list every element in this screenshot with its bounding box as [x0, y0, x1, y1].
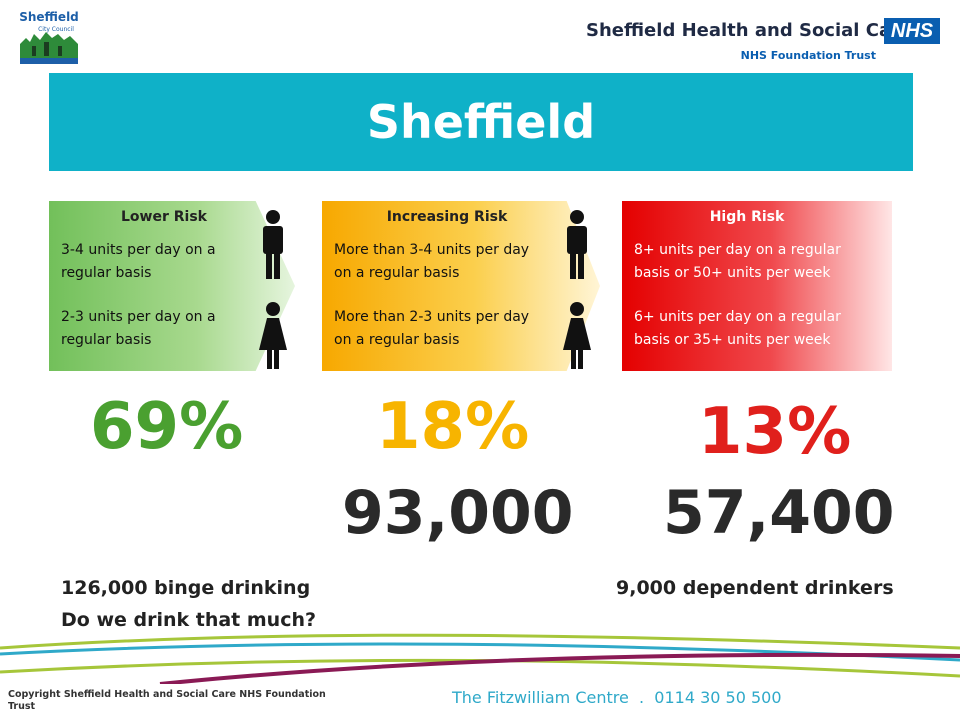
increasing-risk-percentage: 18%: [376, 390, 530, 464]
org-subtitle: NHS Foundation Trust: [740, 49, 876, 62]
high-risk-female-text: 6+ units per day on a regular basis or 3…: [634, 309, 841, 348]
increasing-risk-female-text: More than 2-3 units per day on a regular…: [334, 309, 530, 348]
lower-risk-title: Lower Risk: [121, 209, 207, 225]
male-figure-icon: [263, 210, 283, 279]
increasing-risk-panel: Increasing Risk More than 3-4 units per …: [322, 201, 600, 371]
org-name: Sheffield Health and Social Care: [586, 20, 913, 41]
high-risk-panel: High Risk 8+ units per day on a regular …: [622, 201, 892, 371]
footer-swoosh: [0, 633, 960, 684]
nhs-logo: NHS: [884, 18, 940, 44]
copyright-text: Copyright Sheffield Health and Social Ca…: [8, 689, 326, 712]
male-figure-icon: [567, 210, 587, 279]
dependent-drinkers-note: 9,000 dependent drinkers: [616, 577, 894, 599]
question-note: Do we drink that much?: [61, 609, 317, 631]
increasing-risk-male-text: More than 3-4 units per day on a regular…: [334, 242, 530, 281]
lower-risk-percentage: 69%: [90, 390, 244, 464]
high-risk-count: 57,400: [663, 478, 895, 548]
lower-risk-male-text: 3-4 units per day on a regular basis: [61, 242, 216, 281]
council-logo-sub: City Council: [38, 26, 74, 33]
female-figure-icon: [259, 302, 287, 369]
contact-text: The Fitzwilliam Centre . 0114 30 50 500: [452, 688, 782, 707]
title-band: Sheffield: [49, 73, 913, 171]
female-figure-icon: [563, 302, 591, 369]
increasing-risk-title: Increasing Risk: [386, 209, 508, 225]
page-title: Sheffield: [366, 95, 596, 149]
high-risk-percentage: 13%: [698, 395, 852, 469]
trust-branding: Sheffield Health and Social Care NHS NHS…: [560, 12, 950, 68]
high-risk-title: High Risk: [709, 209, 785, 225]
lower-risk-female-text: 2-3 units per day on a regular basis: [61, 309, 216, 348]
binge-drinking-note: 126,000 binge drinking: [61, 577, 311, 599]
council-logo-name: Sheffield: [19, 10, 79, 24]
increasing-risk-count: 93,000: [342, 478, 574, 548]
lower-risk-panel: Lower Risk 3-4 units per day on a regula…: [49, 201, 295, 371]
high-risk-male-text: 8+ units per day on a regular basis or 5…: [634, 242, 841, 281]
sheffield-city-council-logo: Sheffield City Council: [19, 10, 79, 64]
